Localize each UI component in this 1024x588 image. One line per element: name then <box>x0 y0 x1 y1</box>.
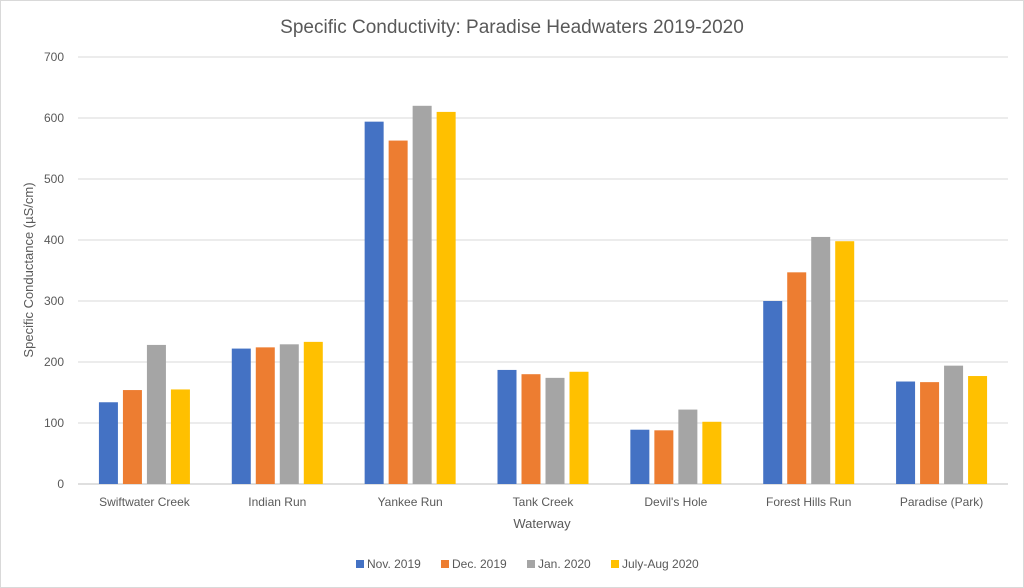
bar <box>569 371 589 484</box>
bar <box>654 430 674 484</box>
x-axis-label: Waterway <box>513 516 571 531</box>
bar <box>787 272 807 484</box>
y-tick-label: 500 <box>44 172 64 186</box>
x-tick-label: Devil's Hole <box>644 495 707 509</box>
legend-swatch <box>611 560 619 568</box>
bar <box>231 348 251 484</box>
y-tick-label: 100 <box>44 416 64 430</box>
legend-label: Dec. 2019 <box>452 557 507 571</box>
gridlines <box>78 56 1008 485</box>
x-tick-label: Indian Run <box>248 495 306 509</box>
bars <box>98 105 988 485</box>
chart-title: Specific Conductivity: Paradise Headwate… <box>280 17 744 38</box>
x-tick-label: Yankee Run <box>378 495 443 509</box>
bar <box>521 374 541 484</box>
legend-swatch <box>441 560 449 568</box>
bar <box>968 376 988 484</box>
bar <box>920 382 940 484</box>
bar <box>279 344 299 484</box>
y-tick-label: 300 <box>44 294 64 308</box>
bar <box>678 409 698 484</box>
bar <box>944 365 964 484</box>
legend-label: Nov. 2019 <box>367 557 421 571</box>
bar <box>98 402 118 484</box>
bar <box>146 344 166 484</box>
x-axis-ticks: Swiftwater Creek Indian Run Yankee Run Tank… <box>99 495 983 509</box>
bar <box>303 341 323 484</box>
bar <box>835 241 855 484</box>
x-tick-label: Forest Hills Run <box>766 495 851 509</box>
bar <box>763 301 783 484</box>
bar <box>436 111 456 485</box>
bar <box>896 381 916 484</box>
x-tick-label: Paradise (Park) <box>900 495 983 509</box>
y-tick-label: 400 <box>44 233 64 247</box>
legend-swatch <box>356 560 364 568</box>
legend-label: July-Aug 2020 <box>622 557 699 571</box>
y-tick-label: 200 <box>44 355 64 369</box>
bar <box>630 429 650 484</box>
bar <box>122 390 142 484</box>
y-tick-label: 0 <box>57 477 64 491</box>
bar <box>545 377 565 484</box>
x-tick-label: Swiftwater Creek <box>99 495 191 509</box>
bar <box>364 121 384 484</box>
bar <box>412 105 432 485</box>
x-tick-label: Tank Creek <box>513 495 575 509</box>
y-tick-label: 600 <box>44 111 64 125</box>
y-axis-label: Specific Conductance (µS/cm) <box>21 182 36 357</box>
legend-label: Jan. 2020 <box>538 557 591 571</box>
y-tick-label: 700 <box>44 50 64 64</box>
bar <box>388 140 408 484</box>
y-axis-ticks: 0 100 200 300 400 500 600 700 <box>44 50 64 491</box>
legend: Nov. 2019 Dec. 2019 Jan. 2020 July-Aug 2020 <box>356 557 699 571</box>
bar <box>702 421 722 484</box>
bar <box>170 389 190 484</box>
bar <box>811 236 831 484</box>
bar <box>497 369 517 484</box>
legend-swatch <box>527 560 535 568</box>
bar <box>255 347 275 484</box>
